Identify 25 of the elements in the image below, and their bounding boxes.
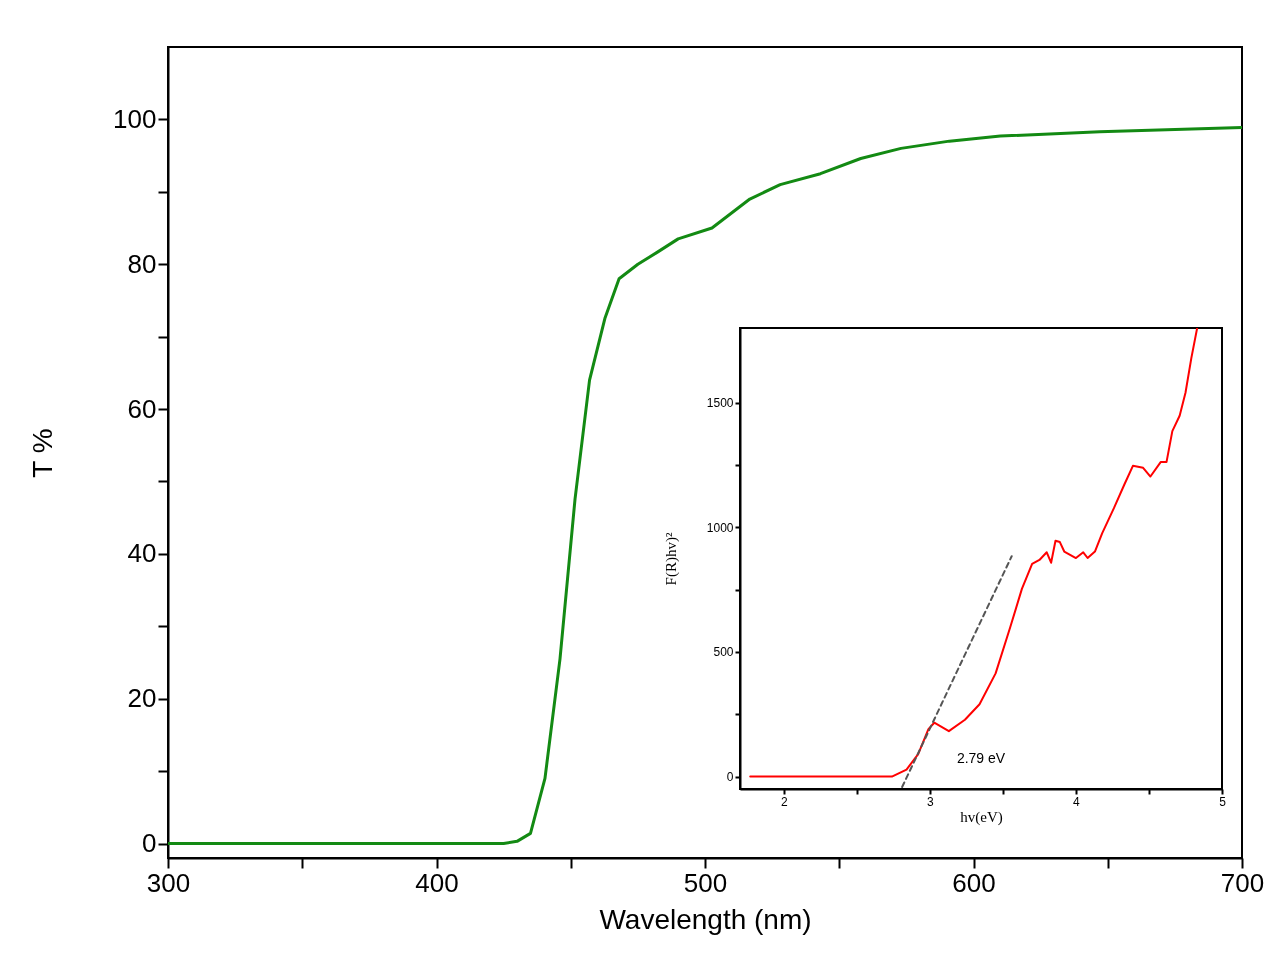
y-tick-label: 1500	[706, 396, 734, 411]
x-axis-title: hv(eV)	[960, 808, 1003, 826]
y-tick-label: 80	[127, 248, 157, 279]
y-tick-label: 500	[713, 645, 734, 660]
y-tick-label: 0	[726, 770, 734, 785]
x-tick-label: 700	[1220, 867, 1265, 898]
annotation: 2.79 eV	[956, 750, 1006, 766]
x-tick-label: 3	[927, 794, 935, 809]
y-axis-title: F(R)hv)²	[662, 532, 680, 586]
x-tick-label: 300	[146, 867, 191, 898]
y-tick-label: 1000	[706, 520, 734, 535]
y-tick-label: 60	[127, 393, 157, 424]
x-tick-label: 400	[415, 867, 459, 898]
y-tick-label: 20	[127, 683, 157, 714]
x-tick-label: 600	[952, 867, 996, 898]
x-tick-label: 2	[780, 794, 788, 809]
x-tick-label: 4	[1073, 794, 1081, 809]
x-axis-title: Wavelength (nm)	[599, 903, 812, 935]
y-tick-label: 40	[127, 538, 157, 569]
y-tick-label: 0	[142, 828, 157, 859]
x-tick-label: 5	[1219, 794, 1227, 809]
line-series	[168, 125, 1242, 846]
y-axis-title: T %	[27, 428, 59, 478]
y-tick-label: 100	[113, 103, 157, 134]
line-series	[749, 328, 1199, 778]
